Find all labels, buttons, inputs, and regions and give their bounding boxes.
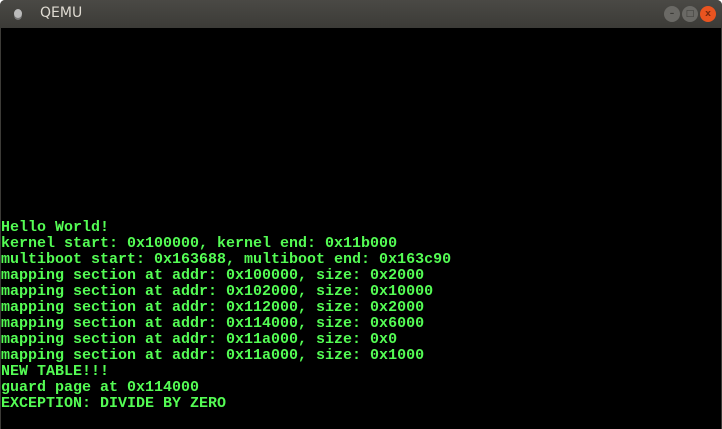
close-button[interactable]: x bbox=[700, 6, 716, 22]
maximize-button[interactable]: □ bbox=[682, 6, 698, 22]
vm-display[interactable]: Hello World! kernel start: 0x100000, kern… bbox=[1, 28, 721, 429]
console-line: multiboot start: 0x163688, multiboot end… bbox=[1, 251, 452, 268]
console-line: kernel start: 0x100000, kernel end: 0x11… bbox=[1, 235, 398, 252]
console-output: Hello World! kernel start: 0x100000, kern… bbox=[1, 220, 451, 412]
console-line: mapping section at addr: 0x102000, size:… bbox=[1, 283, 434, 300]
window-title: QEMU bbox=[40, 5, 83, 21]
console-line: mapping section at addr: 0x11a000, size:… bbox=[1, 347, 425, 364]
title-bar[interactable]: QEMU – □ x bbox=[0, 0, 722, 28]
console-line: mapping section at addr: 0x100000, size:… bbox=[1, 267, 425, 284]
window-controls: – □ x bbox=[664, 6, 716, 22]
console-line: NEW TABLE!!! bbox=[1, 363, 110, 380]
qemu-app-icon bbox=[14, 9, 22, 18]
minimize-button[interactable]: – bbox=[664, 6, 680, 22]
console-line: mapping section at addr: 0x11a000, size:… bbox=[1, 331, 398, 348]
console-line: mapping section at addr: 0x114000, size:… bbox=[1, 315, 425, 332]
console-line: EXCEPTION: DIVIDE BY ZERO bbox=[1, 395, 227, 412]
console-line: mapping section at addr: 0x112000, size:… bbox=[1, 299, 425, 316]
console-line: Hello World! bbox=[1, 219, 110, 236]
console-line: guard page at 0x114000 bbox=[1, 379, 200, 396]
